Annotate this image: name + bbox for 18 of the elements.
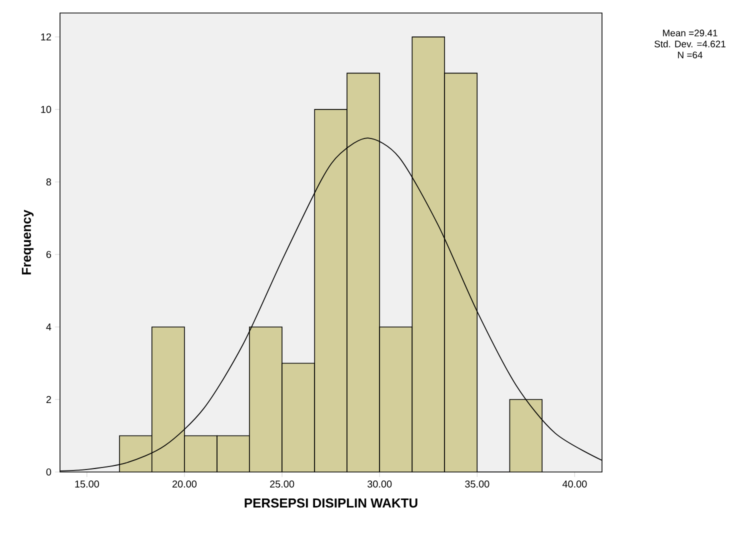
y-tick-label: 6 <box>46 250 52 258</box>
x-axis-title: PERSEPSI DISIPLIN WAKTU <box>244 498 418 508</box>
y-tick-label: 10 <box>41 106 52 113</box>
x-tick-label: 20.00 <box>172 480 197 488</box>
y-tick-label: 2 <box>46 396 51 403</box>
y-tick-label: 0 <box>46 468 52 476</box>
text: N =64 <box>678 52 702 58</box>
y-tick-label: 4 <box>46 324 52 330</box>
x-tick-label: 30.00 <box>367 480 392 488</box>
y-tick-label: 8 <box>46 178 52 186</box>
text: Mean =29.41 <box>663 30 718 36</box>
text: Std. Dev. =4.621 <box>654 40 726 48</box>
x-tick-label: 25.00 <box>270 480 294 488</box>
x-tick-label: 15.00 <box>75 480 99 488</box>
y-tick-label: 12 <box>41 33 51 40</box>
x-tick-label: 35.00 <box>465 480 490 488</box>
x-tick-label: 40.00 <box>562 480 587 488</box>
y-axis-title: Frequency <box>22 210 34 274</box>
